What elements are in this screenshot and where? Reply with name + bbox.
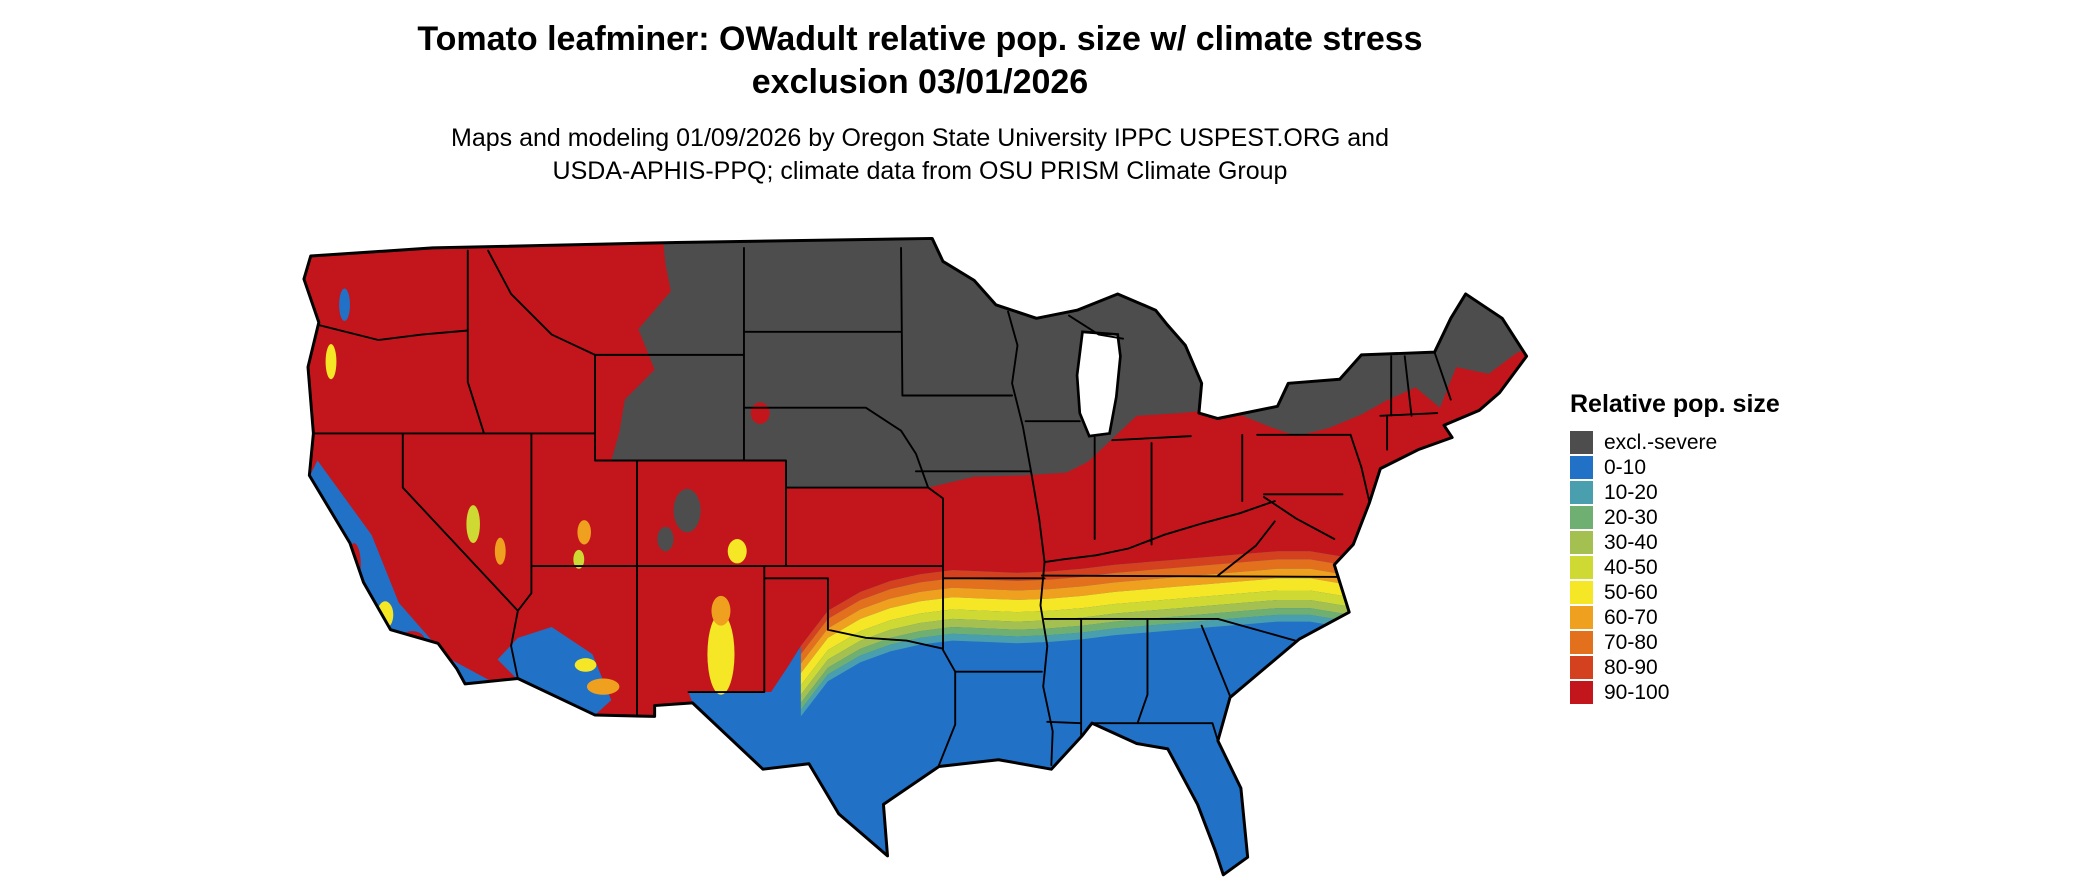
us-map: [270, 210, 1570, 887]
patch-black-hills-red: [750, 402, 770, 424]
patch-ca-yellow: [377, 601, 394, 629]
legend-swatch: [1570, 456, 1593, 479]
legend-swatch: [1570, 506, 1593, 529]
patch-or-willamette: [325, 344, 337, 380]
state-borders: [307, 246, 1452, 767]
title-line-2: exclusion 03/01/2026: [751, 63, 1089, 101]
legend-swatch: [1570, 556, 1593, 579]
patch-nm-yellow: [707, 613, 735, 695]
patch-nv-orange: [494, 537, 506, 565]
band-20-30: [800, 608, 1516, 710]
lake-michigan: [1075, 330, 1122, 438]
band-40-50: [800, 590, 1516, 695]
patch-az-orange: [586, 678, 620, 695]
page-title: Tomato leafminer: OWadult relative pop. …: [0, 18, 1840, 104]
subtitle-line-2: USDA-APHIS-PPQ; climate data from OSU PR…: [552, 157, 1288, 185]
us-choropleth-svg: [302, 236, 1529, 877]
legend-item: 80-90: [1570, 656, 1830, 679]
legend-label: 20-30: [1604, 506, 1658, 529]
legend-label: 50-60: [1604, 581, 1658, 604]
subtitle-line-1: Maps and modeling 01/09/2026 by Oregon S…: [451, 124, 1389, 152]
legend-label: excl.-severe: [1604, 431, 1718, 454]
legend-item: 50-60: [1570, 581, 1830, 604]
legend-title: Relative pop. size: [1570, 390, 1780, 418]
band-30-40: [800, 599, 1516, 703]
patch-nm-orange: [711, 595, 731, 626]
map-region-california-blue: [309, 460, 494, 686]
legend-swatch: [1570, 531, 1593, 554]
legend-item: 70-80: [1570, 631, 1830, 654]
legend: Relative pop. size excl.-severe 0-10 10-…: [1570, 390, 1830, 706]
legend-label: 10-20: [1604, 481, 1658, 504]
band-80-90: [800, 551, 1516, 655]
patch-ut-orange: [577, 520, 591, 545]
legend-label: 90-100: [1604, 681, 1670, 704]
patch-co-rockies-gray-2: [657, 526, 674, 552]
legend-item: 20-30: [1570, 506, 1830, 529]
legend-item: 10-20: [1570, 481, 1830, 504]
legend-label: 40-50: [1604, 556, 1658, 579]
patch-co-rockies-gray: [673, 488, 701, 533]
attribution-subtitle: Maps and modeling 01/09/2026 by Oregon S…: [0, 122, 1840, 188]
legend-label: 0-10: [1604, 456, 1647, 479]
legend-swatch: [1570, 631, 1593, 654]
legend-swatch: [1570, 656, 1593, 679]
legend-item: 90-100: [1570, 681, 1830, 704]
band-50-60: [800, 578, 1516, 686]
us-outline: [302, 236, 1529, 877]
map-transition-bands: [800, 551, 1516, 717]
legend-swatch: [1570, 606, 1593, 629]
title-line-1: Tomato leafminer: OWadult relative pop. …: [417, 20, 1423, 58]
band-10-20: [800, 614, 1516, 717]
patch-nv-yellow: [466, 505, 480, 544]
legend-item: 30-40: [1570, 531, 1830, 554]
legend-swatch: [1570, 681, 1593, 704]
legend-label: 60-70: [1604, 606, 1658, 629]
map-color-regions: [303, 238, 1527, 875]
map-region-arizona-blue: [497, 627, 612, 716]
legend-label: 70-80: [1604, 631, 1658, 654]
legend-item: 0-10: [1570, 456, 1830, 479]
band-70-80: [800, 559, 1516, 664]
patch-wa-puget: [339, 288, 350, 322]
legend-swatch: [1570, 481, 1593, 504]
legend-swatch: [1570, 431, 1593, 454]
legend-swatch: [1570, 581, 1593, 604]
band-60-70: [800, 568, 1516, 674]
legend-item: 40-50: [1570, 556, 1830, 579]
patch-co-yellow: [727, 539, 747, 564]
patch-az-yellow: [574, 658, 597, 672]
legend-item: 60-70: [1570, 606, 1830, 629]
legend-item: excl.-severe: [1570, 431, 1830, 454]
legend-label: 80-90: [1604, 656, 1658, 679]
legend-label: 30-40: [1604, 531, 1658, 554]
patch-ut-yellow: [573, 549, 585, 569]
